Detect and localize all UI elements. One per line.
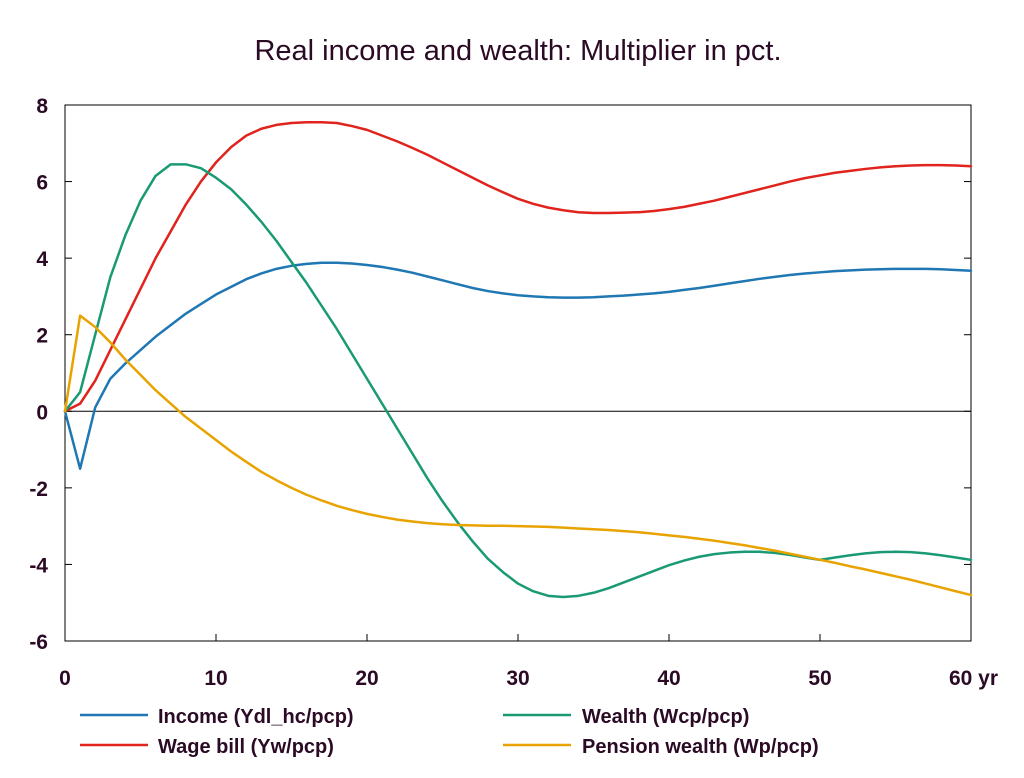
x-tick-label: 60 yr (949, 667, 998, 690)
plot-frame (64, 104, 972, 642)
legend: Income (Ydl_hc/pcp) Wage bill (Yw/pcp) Wea… (80, 706, 819, 758)
x-tick-label: 40 (657, 667, 680, 690)
y-tick-label: 2 (36, 325, 48, 348)
legend-label-3: Pension wealth (Wp/pcp) (582, 736, 819, 758)
y-tick-label: 0 (36, 401, 48, 424)
legend-label-2: Wealth (Wcp/pcp) (582, 706, 749, 728)
y-tick-label: 6 (36, 172, 48, 195)
series-line-3 (63, 314, 973, 597)
y-tick-label: 4 (36, 248, 48, 271)
x-tick-label: 10 (204, 667, 227, 690)
legend-label-0: Income (Ydl_hc/pcp) (158, 706, 354, 728)
x-tick-label: 0 (59, 667, 71, 690)
x-tick-label: 30 (506, 667, 529, 690)
axis-ticks (64, 104, 972, 642)
series-lines (63, 120, 973, 599)
legend-label-1: Wage bill (Yw/pcp) (158, 736, 334, 758)
y-tick-label: -6 (29, 631, 48, 654)
series-line-1 (63, 120, 973, 413)
series-line-0 (63, 261, 973, 470)
y-tick-label: 8 (36, 95, 48, 118)
x-axis-tick-labels: 0 10 20 30 40 50 60 yr (59, 667, 998, 690)
y-tick-label: -4 (29, 554, 48, 577)
y-axis-tick-labels: -6 -4 -2 0 2 4 6 8 (29, 95, 48, 654)
chart-title: Real income and wealth: Multiplier in pc… (254, 35, 781, 67)
series-line-2 (63, 163, 973, 599)
x-tick-label: 50 (808, 667, 831, 690)
y-tick-label: -2 (29, 478, 48, 501)
x-tick-label: 20 (355, 667, 378, 690)
